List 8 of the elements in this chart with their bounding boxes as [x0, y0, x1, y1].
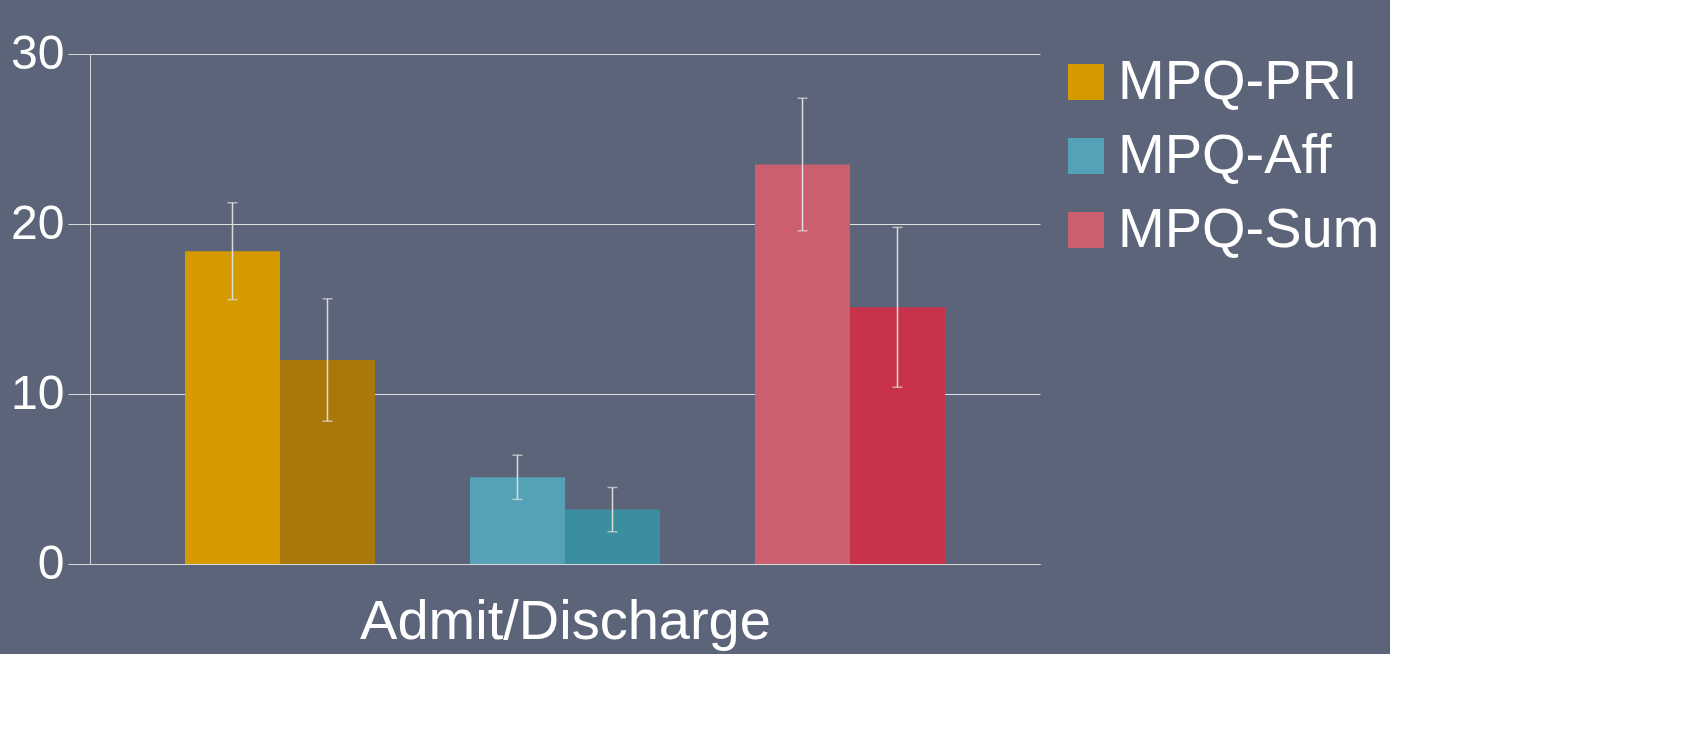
legend-label: MPQ-Sum	[1118, 196, 1380, 259]
legend-label: MPQ-PRI	[1118, 48, 1358, 111]
y-tick-label: 0	[37, 535, 65, 589]
legend-label: MPQ-Aff	[1118, 122, 1333, 185]
y-tick-label: 10	[11, 365, 65, 419]
x-axis-title: Admit/Discharge	[360, 587, 771, 651]
y-tick-label: 20	[11, 195, 65, 249]
y-tick-label: 30	[11, 25, 65, 79]
